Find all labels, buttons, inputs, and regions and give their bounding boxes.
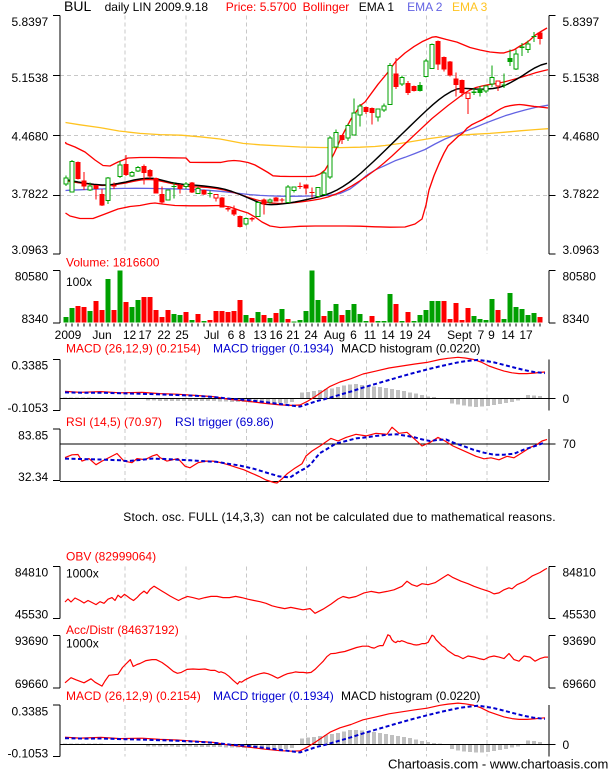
svg-text:Jul: Jul (204, 328, 219, 342)
svg-text:MACD trigger (0.1934): MACD trigger (0.1934) (213, 342, 334, 356)
svg-text:22: 22 (157, 328, 171, 342)
svg-text:11: 11 (364, 328, 377, 342)
svg-text:9: 9 (488, 328, 495, 342)
svg-text:8340: 8340 (563, 312, 590, 326)
svg-text:6: 6 (350, 328, 357, 342)
svg-text:MACD (26,12,9) (0.2154): MACD (26,12,9) (0.2154) (66, 342, 201, 356)
svg-text:70: 70 (563, 437, 577, 451)
svg-text:OBV (82999064): OBV (82999064) (66, 550, 156, 564)
svg-text:EMA 3: EMA 3 (452, 0, 488, 14)
svg-text:1000x: 1000x (66, 637, 99, 651)
svg-text:1000x: 1000x (66, 567, 99, 581)
svg-text:25: 25 (175, 328, 189, 342)
svg-text:MACD (26,12,9) (0.2154): MACD (26,12,9) (0.2154) (66, 689, 201, 703)
svg-text:80580: 80580 (15, 269, 49, 283)
svg-text:3.0963: 3.0963 (11, 243, 48, 257)
svg-text:69660: 69660 (15, 677, 49, 691)
svg-text:0: 0 (563, 392, 570, 406)
svg-text:-0.1053: -0.1053 (7, 401, 48, 415)
svg-text:8340: 8340 (21, 312, 48, 326)
svg-text:-0.1053: -0.1053 (7, 747, 48, 761)
svg-text:EMA 1: EMA 1 (359, 0, 395, 14)
svg-text:84810: 84810 (15, 565, 49, 579)
svg-text:7: 7 (478, 328, 485, 342)
svg-text:84810: 84810 (563, 565, 597, 579)
svg-text:16: 16 (269, 328, 283, 342)
svg-text:RSI (14,5) (70.97): RSI (14,5) (70.97) (66, 415, 162, 429)
svg-text:Sept: Sept (447, 328, 472, 342)
svg-text:32.34: 32.34 (18, 470, 48, 484)
svg-text:93690: 93690 (563, 634, 597, 648)
svg-text:Acc/Distr (84637192): Acc/Distr (84637192) (66, 623, 179, 637)
svg-text:100x: 100x (66, 275, 92, 289)
svg-text:MACD histogram (0.0220): MACD histogram (0.0220) (341, 342, 480, 356)
svg-text:93690: 93690 (15, 634, 49, 648)
svg-text:83.85: 83.85 (18, 428, 48, 442)
svg-text:3.7822: 3.7822 (563, 187, 600, 201)
svg-text:8: 8 (239, 328, 246, 342)
svg-text:daily LIN 2009.9.18: daily LIN 2009.9.18 (105, 0, 209, 14)
svg-text:5.8397: 5.8397 (563, 15, 600, 29)
svg-text:Volume: 1816600: Volume: 1816600 (66, 256, 160, 270)
svg-text:5.1538: 5.1538 (11, 71, 48, 85)
svg-text:17: 17 (519, 328, 533, 342)
svg-text:13: 13 (253, 328, 267, 342)
svg-text:Price: 5.5700: Price: 5.5700 (226, 0, 297, 14)
svg-text:69660: 69660 (563, 677, 597, 691)
svg-text:80580: 80580 (563, 269, 597, 283)
svg-text:4.4680: 4.4680 (11, 130, 48, 144)
svg-text:5.8397: 5.8397 (11, 15, 48, 29)
svg-text:Jun: Jun (92, 328, 111, 342)
svg-text:Chartoasis.com - www.chartoasi: Chartoasis.com - www.chartoasis.com (388, 757, 608, 772)
svg-text:19: 19 (399, 328, 413, 342)
svg-text:4.4680: 4.4680 (563, 130, 600, 144)
svg-text:Bollinger: Bollinger (303, 0, 350, 14)
svg-text:3.0963: 3.0963 (563, 243, 600, 257)
svg-text:0.3385: 0.3385 (11, 704, 48, 718)
svg-text:45530: 45530 (15, 607, 49, 621)
svg-text:6: 6 (228, 328, 235, 342)
svg-text:MACD trigger (0.1934): MACD trigger (0.1934) (213, 689, 334, 703)
svg-text:45530: 45530 (563, 607, 597, 621)
svg-text:24: 24 (304, 328, 318, 342)
svg-text:2009: 2009 (55, 328, 82, 342)
svg-text:3.7822: 3.7822 (11, 187, 48, 201)
svg-text:14: 14 (501, 328, 515, 342)
svg-text:24: 24 (417, 328, 431, 342)
svg-text:0.3385: 0.3385 (11, 359, 48, 373)
svg-text:BUL: BUL (64, 0, 91, 14)
svg-text:17: 17 (138, 328, 152, 342)
svg-text:EMA 2: EMA 2 (407, 0, 443, 14)
svg-text:12: 12 (123, 328, 137, 342)
svg-text:0: 0 (563, 738, 570, 752)
svg-text:5.1538: 5.1538 (563, 71, 600, 85)
svg-text:Aug: Aug (324, 328, 345, 342)
svg-text:Stoch. osc. FULL (14,3,3) can: Stoch. osc. FULL (14,3,3) can not be cal… (123, 510, 556, 524)
svg-text:21: 21 (286, 328, 300, 342)
svg-text:RSI trigger (69.86): RSI trigger (69.86) (175, 415, 274, 429)
svg-text:14: 14 (381, 328, 395, 342)
svg-text:MACD histogram (0.0220): MACD histogram (0.0220) (341, 689, 480, 703)
